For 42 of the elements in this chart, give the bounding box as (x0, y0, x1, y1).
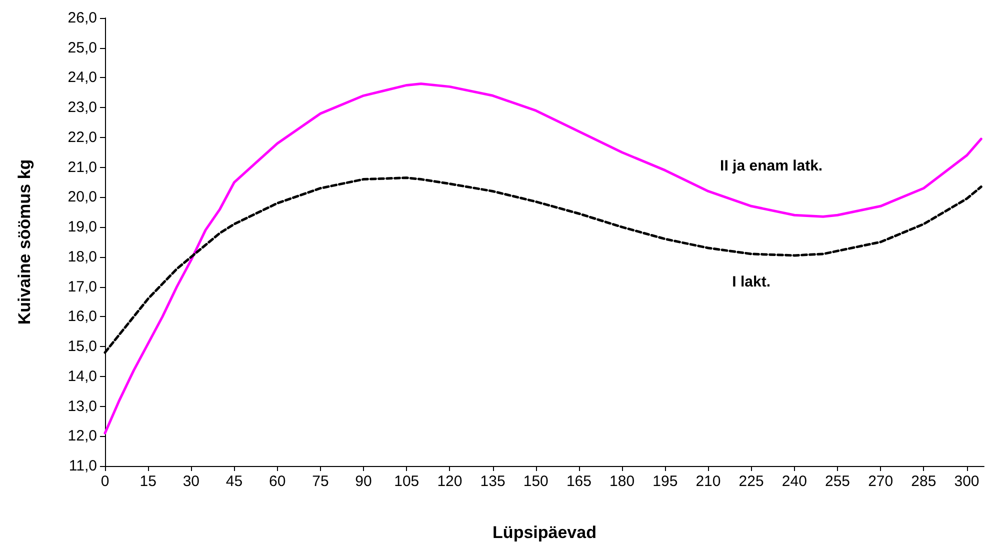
y-tick-label: 15,0 (68, 338, 97, 356)
y-tick-label: 21,0 (68, 158, 97, 176)
x-tick-label: 150 (523, 473, 548, 490)
x-tick-label: 180 (610, 473, 635, 490)
x-tick-label: 225 (738, 473, 764, 490)
y-tick-label: 24,0 (68, 69, 97, 86)
x-tick-label: 270 (868, 473, 894, 490)
x-tick-label: 0 (100, 473, 110, 490)
x-tick-label: 300 (954, 473, 980, 490)
y-tick-label: 19,0 (68, 218, 97, 236)
y-tick-label: 22,0 (68, 128, 97, 146)
x-tick-label: 135 (480, 473, 506, 490)
x-tick-label: 120 (437, 473, 462, 490)
x-tick-label: 240 (782, 473, 807, 490)
y-tick-label: 23,0 (68, 99, 97, 116)
x-tick-label: 210 (696, 473, 721, 490)
x-tick-label: 60 (269, 473, 286, 490)
y-tick-label: 17,0 (68, 278, 97, 296)
y-tick-label: 26,0 (68, 10, 97, 26)
y-axis-title: Kuivaine söömus kg (15, 159, 34, 325)
x-tick-label: 75 (312, 473, 329, 490)
y-tick-label: 14,0 (68, 368, 97, 385)
x-tick-label: 195 (652, 473, 678, 490)
line-series (104, 82, 982, 434)
series-label: II ja enam latk. (720, 158, 823, 175)
y-tick-label: 20,0 (68, 188, 97, 206)
y-tick-label: 18,0 (68, 248, 97, 266)
x-tick-label: 90 (355, 473, 372, 490)
x-tick-label: 15 (140, 473, 156, 490)
x-tick-label: 285 (911, 473, 936, 490)
y-tick-label: 16,0 (68, 308, 97, 326)
y-tick-label: 12,0 (68, 428, 97, 445)
x-tick-label: 255 (824, 473, 850, 490)
x-tick-label: 165 (566, 473, 592, 490)
x-axis-title: Lüpsipäevad (492, 523, 596, 542)
x-tick-label: 30 (182, 473, 200, 490)
y-tick-label: 13,0 (68, 398, 97, 415)
y-tick-label: 25,0 (68, 39, 97, 56)
x-tick-label: 105 (394, 473, 420, 490)
series-label: I lakt. (732, 273, 771, 290)
y-tick-label: 11,0 (68, 458, 97, 474)
x-tick-label: 45 (226, 473, 243, 490)
